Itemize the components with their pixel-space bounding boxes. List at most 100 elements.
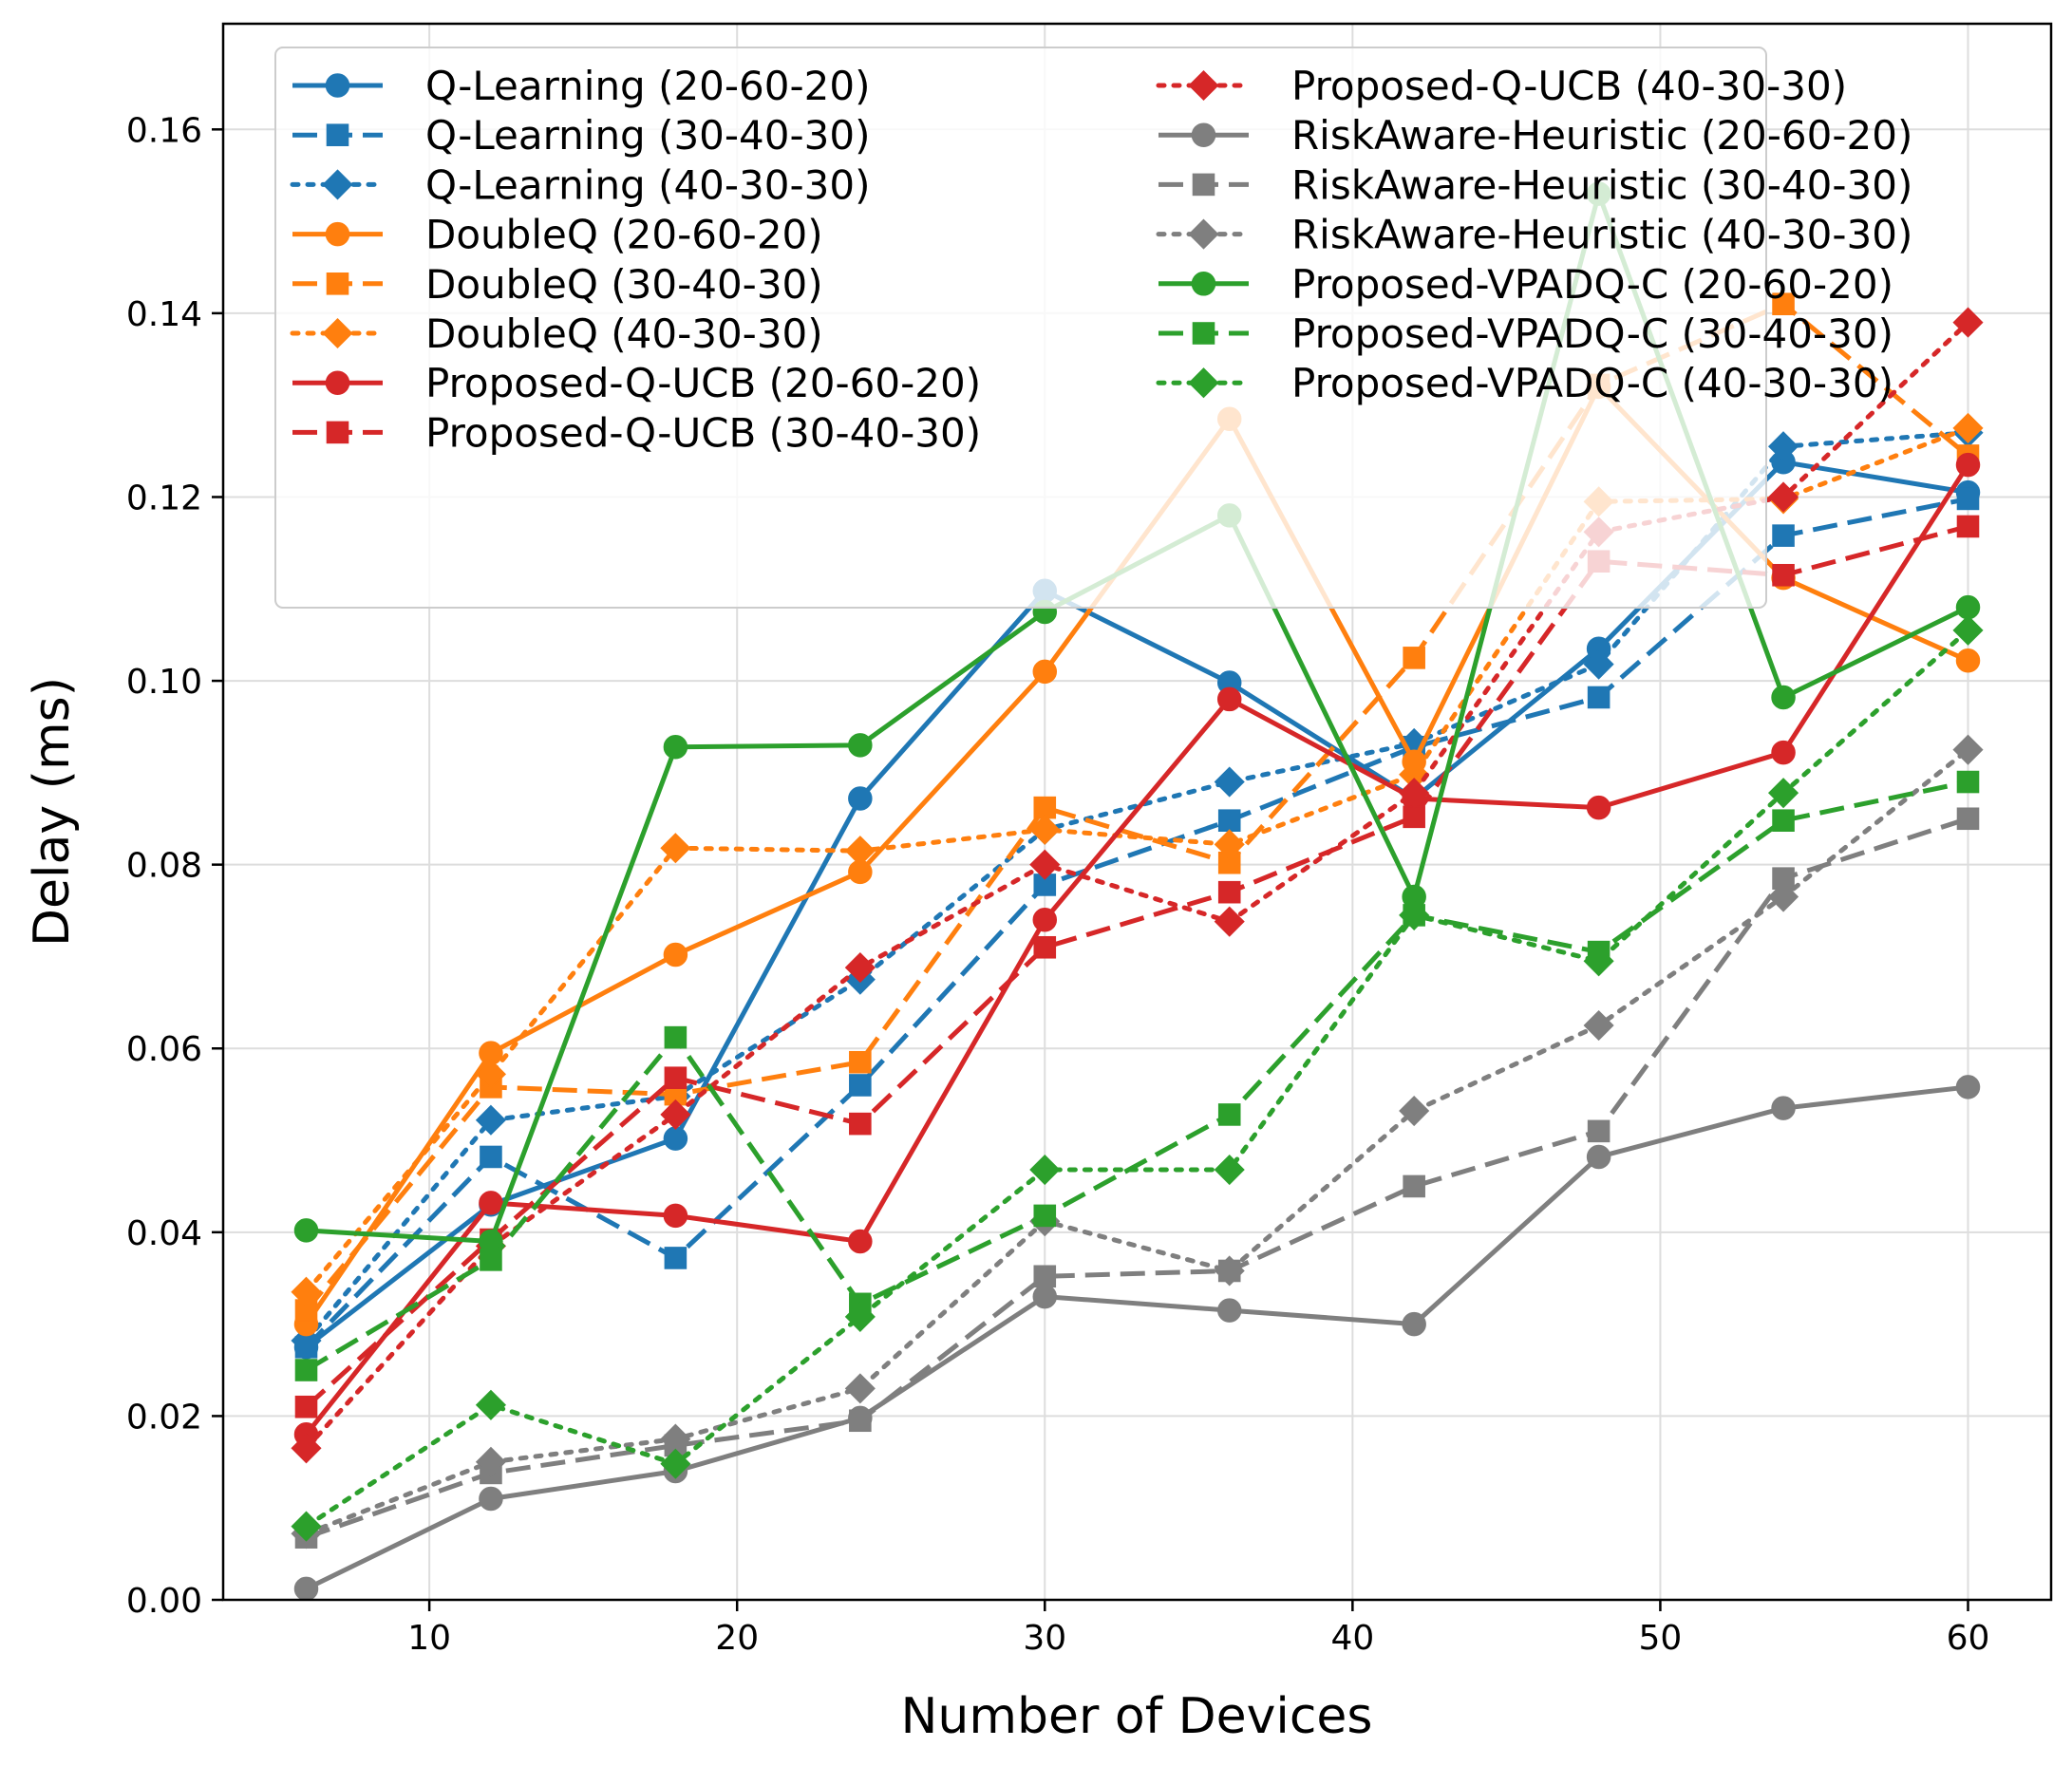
- data-point: [1956, 770, 1980, 794]
- legend-entry-7: Proposed-Q-UCB (20-60-20): [292, 360, 981, 406]
- data-point: [1032, 1284, 1058, 1309]
- data-point: [479, 1191, 503, 1215]
- x-tick-label: 40: [1330, 1619, 1374, 1658]
- legend-entry-8: Proposed-Q-UCB (30-40-30): [292, 409, 981, 456]
- legend-entry-15: Proposed-VPADQ-C (40-30-30): [1156, 360, 1893, 406]
- legend-label: RiskAware-Heuristic (30-40-30): [1291, 161, 1912, 208]
- data-point: [1587, 686, 1611, 709]
- x-axis-title: Number of Devices: [901, 1688, 1373, 1745]
- legend-marker: [326, 421, 349, 444]
- data-point: [663, 1126, 688, 1151]
- series-line: [304, 463, 1970, 1437]
- legend-label: Proposed-VPADQ-C (20-60-20): [1291, 261, 1893, 308]
- legend-marker: [326, 272, 349, 295]
- data-point: [1403, 647, 1425, 669]
- legend-entry-5: DoubleQ (30-40-30): [292, 261, 823, 308]
- legend-entry-11: RiskAware-Heuristic (30-40-30): [1158, 161, 1912, 208]
- data-point: [664, 1247, 688, 1269]
- legend-label: Proposed-Q-UCB (30-40-30): [425, 409, 981, 456]
- data-point: [1217, 1103, 1241, 1126]
- data-point: [479, 1486, 503, 1512]
- data-point: [291, 1433, 322, 1464]
- legend-marker: [325, 370, 350, 395]
- legend-entry-1: Q-Learning (20-60-20): [292, 63, 870, 109]
- data-point: [1029, 1154, 1061, 1186]
- legend-label: Proposed-VPADQ-C (40-30-30): [1291, 360, 1893, 406]
- data-point: [1403, 1174, 1425, 1198]
- data-point: [1583, 648, 1614, 680]
- legend-marker: [1188, 69, 1219, 102]
- legend-entry-3: Q-Learning (40-30-30): [290, 161, 870, 208]
- data-point: [1029, 814, 1061, 845]
- data-point: [849, 1074, 872, 1097]
- legend-marker: [322, 317, 353, 349]
- series-12: [291, 734, 1984, 1550]
- y-axis-ticks: 0.00 0.02 0.04 0.06 0.08 0.10 0.12 0.14 0.16: [126, 111, 223, 1621]
- data-point: [1767, 881, 1799, 912]
- data-point: [848, 1229, 873, 1254]
- legend-label: RiskAware-Heuristic (20-60-20): [1291, 112, 1912, 159]
- legend-label: Q-Learning (30-40-30): [425, 112, 870, 159]
- data-point: [1587, 1119, 1611, 1143]
- data-point: [660, 833, 691, 864]
- data-point: [475, 1389, 507, 1420]
- y-tick-label: 0.10: [126, 663, 202, 702]
- data-point: [1772, 292, 1795, 316]
- legend-marker: [1192, 173, 1215, 197]
- y-tick-label: 0.08: [126, 847, 202, 886]
- legend-entry-6: DoubleQ (40-30-30): [290, 310, 823, 357]
- legend-marker: [1192, 322, 1215, 345]
- data-point: [1033, 1265, 1057, 1288]
- legend-entry-2: Q-Learning (30-40-30): [292, 112, 870, 159]
- data-point: [1399, 778, 1430, 809]
- legend-entry-10: RiskAware-Heuristic (20-60-20): [1158, 112, 1912, 159]
- data-point: [1772, 524, 1795, 547]
- data-point: [664, 1025, 688, 1049]
- data-point: [1956, 515, 1980, 538]
- data-point: [1214, 829, 1245, 860]
- data-point: [1772, 809, 1795, 832]
- data-point: [480, 1145, 502, 1169]
- series-7: [293, 452, 1981, 1447]
- data-point: [1217, 880, 1241, 904]
- legend-marker: [322, 169, 353, 200]
- data-point: [1586, 795, 1611, 820]
- data-point: [1216, 1298, 1242, 1323]
- legend-entry-14: Proposed-VPADQ-C (30-40-30): [1158, 310, 1893, 357]
- data-point: [848, 733, 873, 758]
- legend-marker: [1188, 367, 1219, 399]
- legend-label: Proposed-Q-UCB (20-60-20): [425, 360, 981, 406]
- data-point: [664, 1066, 688, 1090]
- data-point: [1216, 686, 1242, 712]
- data-point: [1586, 1144, 1611, 1170]
- data-point: [475, 1446, 507, 1477]
- series-line: [305, 780, 1969, 1373]
- data-point: [1771, 685, 1796, 710]
- data-point: [1029, 849, 1061, 880]
- data-point: [291, 1276, 322, 1307]
- data-point: [291, 1511, 322, 1542]
- data-point: [1214, 766, 1245, 798]
- data-point: [1771, 740, 1796, 765]
- data-point: [480, 1249, 502, 1271]
- data-point: [1214, 1255, 1245, 1287]
- data-point: [1955, 1075, 1981, 1099]
- data-point: [660, 1099, 691, 1130]
- data-point: [1217, 809, 1241, 832]
- legend-label: Proposed-Q-UCB (40-30-30): [1291, 63, 1847, 109]
- data-point: [663, 735, 688, 760]
- x-tick-label: 60: [1947, 1619, 1990, 1658]
- legend: Q-Learning (20-60-20)Q-Learning (30-40-3…: [274, 47, 1912, 609]
- series-line: [305, 816, 1969, 1540]
- x-tick-label: 20: [715, 1619, 759, 1658]
- y-axis-title: Delay (ms): [24, 677, 81, 947]
- data-point: [849, 1112, 872, 1136]
- y-tick-label: 0.12: [126, 479, 202, 517]
- data-point: [1952, 614, 1984, 646]
- legend-marker: [325, 221, 350, 247]
- data-point: [293, 1218, 319, 1243]
- series-line: [304, 628, 1970, 1530]
- data-point: [1583, 1009, 1614, 1042]
- legend-label: DoubleQ (40-30-30): [425, 310, 823, 357]
